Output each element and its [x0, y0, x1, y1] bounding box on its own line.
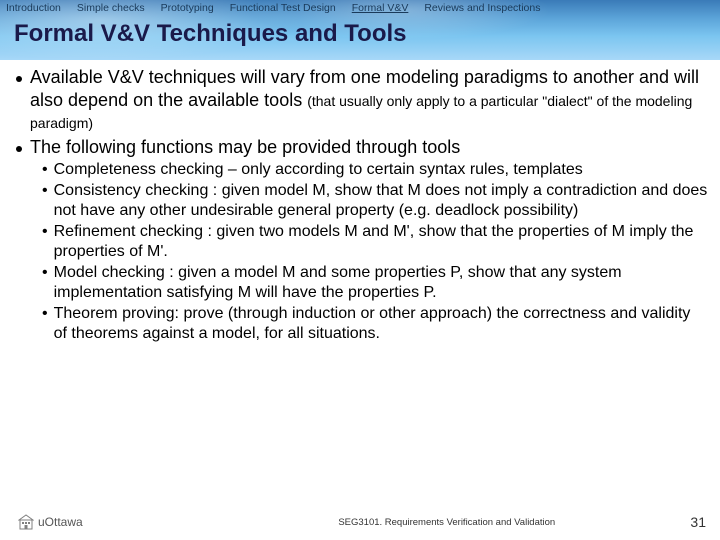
tab-functional-test[interactable]: Functional Test Design [228, 2, 338, 14]
building-icon [18, 514, 34, 530]
bullet-main-text: The following functions may be provided … [30, 137, 460, 157]
bullet-dot-icon [16, 76, 22, 82]
slide-number: 31 [690, 514, 706, 530]
logo-text: uOttawa [38, 515, 83, 529]
sub-bullet: • Refinement checking : given two models… [42, 222, 708, 262]
tab-prototyping[interactable]: Prototyping [159, 2, 216, 14]
sub-dot-icon: • [42, 222, 48, 262]
main-bullet: Available V&V techniques will vary from … [12, 66, 708, 134]
sub-bullet: • Model checking : given a model M and s… [42, 263, 708, 303]
footer: uOttawa SEG3101. Requirements Verificati… [0, 510, 720, 534]
page-title: Formal V&V Techniques and Tools [14, 20, 407, 48]
tab-introduction[interactable]: Introduction [4, 2, 63, 14]
sub-bullet: • Completeness checking – only according… [42, 160, 708, 180]
sub-dot-icon: • [42, 263, 48, 303]
bullet-text: Available V&V techniques will vary from … [30, 66, 708, 134]
main-bullet: The following functions may be provided … [12, 136, 708, 159]
logo: uOttawa [18, 514, 83, 530]
sub-text: Model checking : given a model M and som… [54, 263, 708, 303]
sub-dot-icon: • [42, 181, 48, 221]
sub-dot-icon: • [42, 160, 48, 180]
sub-text: Refinement checking : given two models M… [54, 222, 708, 262]
bullet-text: The following functions may be provided … [30, 136, 708, 159]
footer-center-text: SEG3101. Requirements Verification and V… [338, 517, 555, 528]
content-area: Available V&V techniques will vary from … [12, 66, 708, 345]
tab-bar: Introduction Simple checks Prototyping F… [0, 0, 720, 14]
sub-bullet-list: • Completeness checking – only according… [42, 160, 708, 344]
sub-text: Theorem proving: prove (through inductio… [54, 304, 708, 344]
tab-simple-checks[interactable]: Simple checks [75, 2, 147, 14]
sub-text: Completeness checking – only according t… [54, 160, 708, 180]
sub-dot-icon: • [42, 304, 48, 344]
bullet-dot-icon [16, 146, 22, 152]
tab-formal-vv[interactable]: Formal V&V [350, 2, 411, 14]
sub-bullet: • Consistency checking : given model M, … [42, 181, 708, 221]
sub-bullet: • Theorem proving: prove (through induct… [42, 304, 708, 344]
sub-text: Consistency checking : given model M, sh… [54, 181, 708, 221]
tab-reviews[interactable]: Reviews and Inspections [422, 2, 542, 14]
